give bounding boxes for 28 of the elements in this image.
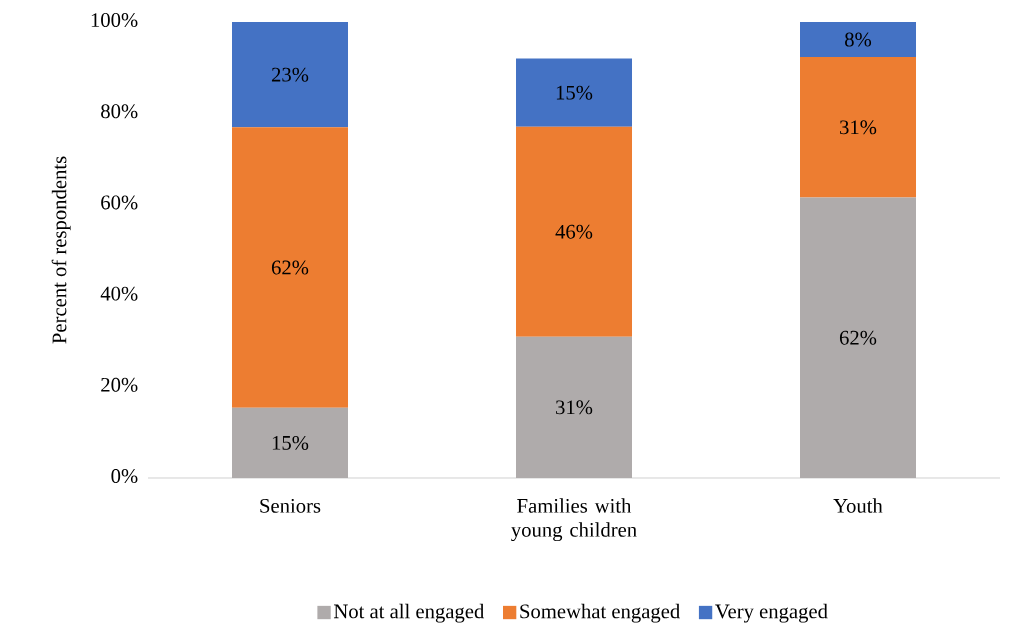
bar [800, 21, 917, 58]
x-tick-label: Seniors [260, 498, 321, 513]
y-tick-label: 40% [100, 286, 138, 301]
bar [516, 126, 633, 337]
y-tick-label: 0% [111, 469, 138, 484]
data-label: 15% [272, 435, 309, 450]
data-label: 62% [271, 260, 309, 275]
data-label: 62% [839, 330, 877, 345]
data-label: 46% [555, 224, 593, 239]
data-label: 31% [556, 400, 593, 415]
y-axis-title: Percent of respondents [51, 156, 71, 344]
bar [232, 21, 349, 128]
x-tick-label: Youth [833, 498, 883, 513]
data-label: 23% [271, 67, 309, 82]
bar [232, 127, 349, 408]
legend-label: Not at all engaged [333, 603, 485, 623]
bar [800, 57, 917, 198]
data-label: 31% [840, 120, 877, 135]
legend-label: Somewhat engaged [520, 603, 680, 623]
x-tick-label: Families with young children [511, 498, 637, 542]
bar [516, 58, 633, 127]
y-tick-label: 80% [101, 104, 138, 119]
data-label: 15% [556, 85, 593, 100]
y-tick-label: 60% [101, 195, 138, 210]
y-tick-label: 20% [101, 377, 138, 392]
legend-label: Very engaged [715, 603, 828, 623]
y-tick-label: 100% [91, 13, 138, 28]
data-label: 8% [845, 32, 872, 47]
